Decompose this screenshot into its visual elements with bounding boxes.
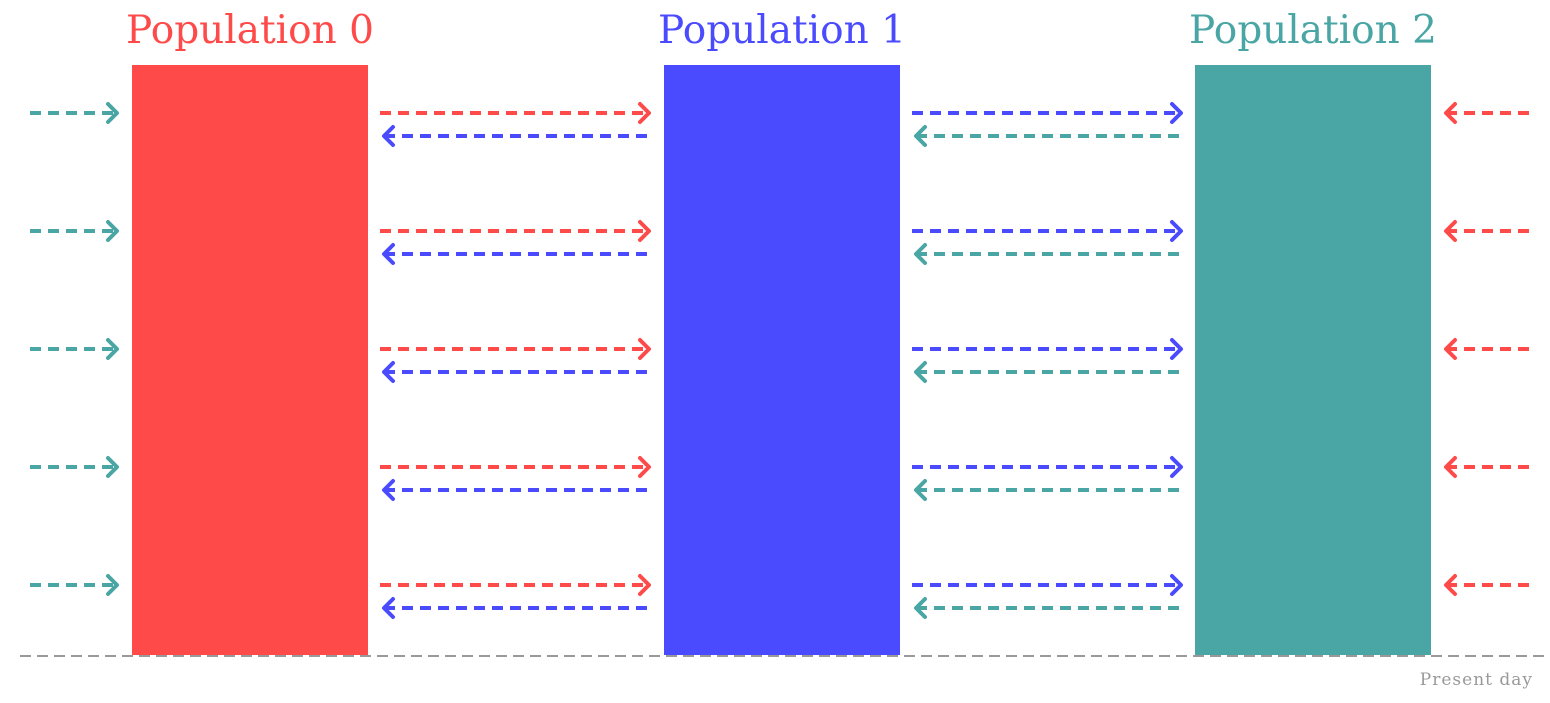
- migration-arrow: [380, 220, 651, 242]
- population-2-bar: [1195, 65, 1431, 655]
- population-1-label: Population 1: [658, 8, 906, 53]
- arrowhead-icon: [1170, 456, 1183, 478]
- arrowhead-icon: [106, 220, 119, 242]
- migration-arrow: [30, 220, 119, 242]
- arrowhead-icon: [1444, 574, 1457, 596]
- population-1-bar: [664, 65, 900, 655]
- arrowhead-icon: [1444, 338, 1457, 360]
- migration-arrow: [382, 125, 652, 147]
- arrowhead-icon: [1444, 220, 1457, 242]
- population-0-label: Population 0: [126, 8, 374, 53]
- migration-arrow: [914, 479, 1184, 501]
- population-0-bar: [132, 65, 368, 655]
- arrowhead-icon: [914, 125, 927, 147]
- migration-arrow: [912, 574, 1183, 596]
- arrowhead-icon: [382, 243, 395, 265]
- arrowhead-icon: [1444, 456, 1457, 478]
- arrowhead-icon: [914, 361, 927, 383]
- population-bars: [132, 65, 1431, 655]
- migration-arrow: [380, 338, 651, 360]
- population-2-label: Population 2: [1189, 8, 1437, 53]
- migration-arrow: [1444, 220, 1536, 242]
- arrowhead-icon: [1170, 574, 1183, 596]
- population-labels: Population 0 Population 1 Population 2: [126, 8, 1437, 53]
- arrowhead-icon: [638, 456, 651, 478]
- migration-arrows: [30, 102, 1536, 619]
- arrowhead-icon: [106, 456, 119, 478]
- migration-arrow: [1444, 338, 1536, 360]
- arrowhead-icon: [1444, 102, 1457, 124]
- migration-arrow: [30, 456, 119, 478]
- migration-arrow: [382, 597, 652, 619]
- migration-arrow: [914, 597, 1184, 619]
- arrowhead-icon: [382, 125, 395, 147]
- arrowhead-icon: [106, 574, 119, 596]
- arrowhead-icon: [382, 479, 395, 501]
- migration-arrow: [914, 243, 1184, 265]
- migration-arrow: [912, 456, 1183, 478]
- migration-arrow: [380, 102, 651, 124]
- arrowhead-icon: [914, 243, 927, 265]
- arrowhead-icon: [106, 102, 119, 124]
- migration-arrow: [1444, 102, 1536, 124]
- arrowhead-icon: [638, 220, 651, 242]
- arrowhead-icon: [914, 597, 927, 619]
- migration-arrow: [382, 479, 652, 501]
- migration-arrow: [1444, 574, 1536, 596]
- arrowhead-icon: [382, 597, 395, 619]
- arrowhead-icon: [1170, 102, 1183, 124]
- migration-arrow: [382, 361, 652, 383]
- arrowhead-icon: [1170, 220, 1183, 242]
- arrowhead-icon: [382, 361, 395, 383]
- migration-arrow: [30, 102, 119, 124]
- migration-arrow: [914, 125, 1184, 147]
- arrowhead-icon: [1170, 338, 1183, 360]
- arrowhead-icon: [106, 338, 119, 360]
- migration-arrow: [1444, 456, 1536, 478]
- arrowhead-icon: [638, 338, 651, 360]
- migration-arrow: [912, 338, 1183, 360]
- arrowhead-icon: [638, 102, 651, 124]
- migration-arrow: [380, 574, 651, 596]
- migration-arrow: [30, 338, 119, 360]
- migration-arrow: [382, 243, 652, 265]
- present-day-label: Present day: [1420, 670, 1533, 690]
- arrowhead-icon: [638, 574, 651, 596]
- migration-arrow: [914, 361, 1184, 383]
- migration-arrow: [30, 574, 119, 596]
- migration-arrow: [380, 456, 651, 478]
- arrowhead-icon: [914, 479, 927, 501]
- migration-arrow: [912, 220, 1183, 242]
- migration-arrow: [912, 102, 1183, 124]
